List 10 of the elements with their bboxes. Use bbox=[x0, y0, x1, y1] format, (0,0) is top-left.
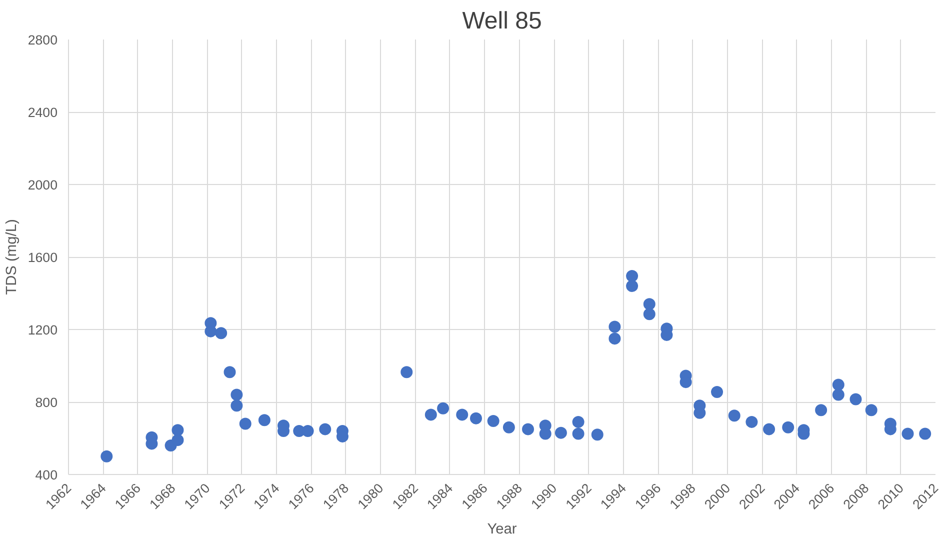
y-tick-label: 1200 bbox=[28, 322, 58, 338]
y-tick-label: 2400 bbox=[28, 105, 58, 120]
y-axis-title: TDS (mg/L) bbox=[4, 219, 20, 295]
y-tick-label: 2000 bbox=[28, 178, 58, 192]
y-tick-label: 2800 bbox=[28, 32, 58, 48]
y-tick-label: 1600 bbox=[28, 250, 58, 265]
chart-title: Well 85 bbox=[462, 8, 542, 34]
x-axis-title: Year bbox=[487, 522, 517, 538]
y-tick-label: 400 bbox=[35, 468, 58, 482]
y-tick-label: 800 bbox=[35, 395, 58, 410]
